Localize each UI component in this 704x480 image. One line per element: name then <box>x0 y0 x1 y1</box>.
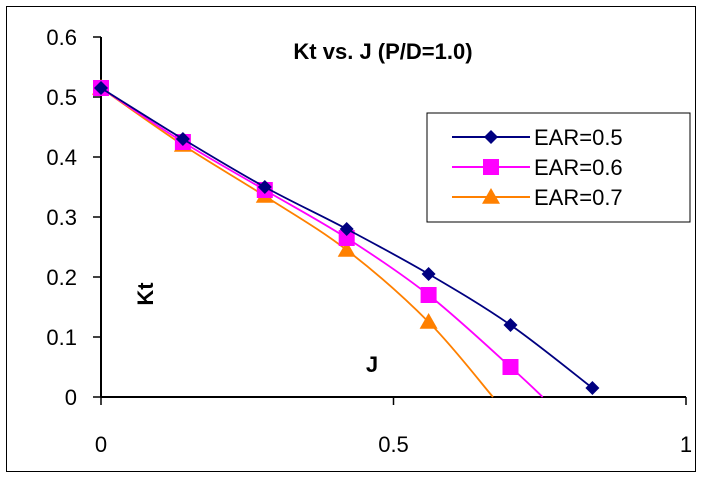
y-tick-label: 0.6 <box>46 25 77 50</box>
y-tick-label: 0.4 <box>46 145 77 170</box>
legend-marker <box>484 130 498 144</box>
legend-entry: EAR=0.5 <box>452 125 623 150</box>
x-tick-label: 1 <box>680 432 692 457</box>
data-point <box>502 359 519 375</box>
x-tick-label: 0.5 <box>378 432 409 457</box>
series-layer <box>92 79 600 398</box>
data-point <box>585 381 600 395</box>
y-tick-label: 0.3 <box>46 205 77 230</box>
data-point <box>338 230 355 246</box>
data-point <box>175 132 190 146</box>
x-tick-label: 0 <box>95 432 107 457</box>
y-axis-label: Kt <box>133 282 158 306</box>
legend-marker <box>482 188 500 204</box>
legend-label: EAR=0.6 <box>534 155 623 180</box>
legend-label: EAR=0.5 <box>534 125 623 150</box>
data-point <box>421 267 436 281</box>
series-ear-0-6 <box>93 80 544 398</box>
data-point <box>257 180 272 194</box>
data-point <box>337 241 356 257</box>
series-ear-0-5 <box>94 81 600 395</box>
x-ticks: 0 0.5 1 <box>95 397 692 457</box>
data-point <box>94 81 108 95</box>
legend-entry: EAR=0.7 <box>452 185 623 210</box>
legend-entry: EAR=0.6 <box>452 155 623 180</box>
x-axis-label: J <box>366 352 378 377</box>
y-ticks: 0 0.1 0.2 0.3 0.4 0.5 0.6 <box>46 25 101 410</box>
data-point <box>339 222 354 236</box>
y-tick-label: 0.5 <box>46 85 77 110</box>
data-point <box>420 287 437 303</box>
y-tick-label: 0.1 <box>46 325 77 350</box>
data-point <box>503 318 518 332</box>
chart-title: Kt vs. J (P/D=1.0) <box>293 39 472 64</box>
y-tick-label: 0 <box>65 385 77 410</box>
legend: EAR=0.5 EAR=0.6 EAR=0.7 <box>426 112 691 223</box>
legend-marker <box>483 159 499 175</box>
data-point <box>419 313 438 329</box>
y-tick-label: 0.2 <box>46 265 77 290</box>
legend-label: EAR=0.7 <box>534 185 623 210</box>
